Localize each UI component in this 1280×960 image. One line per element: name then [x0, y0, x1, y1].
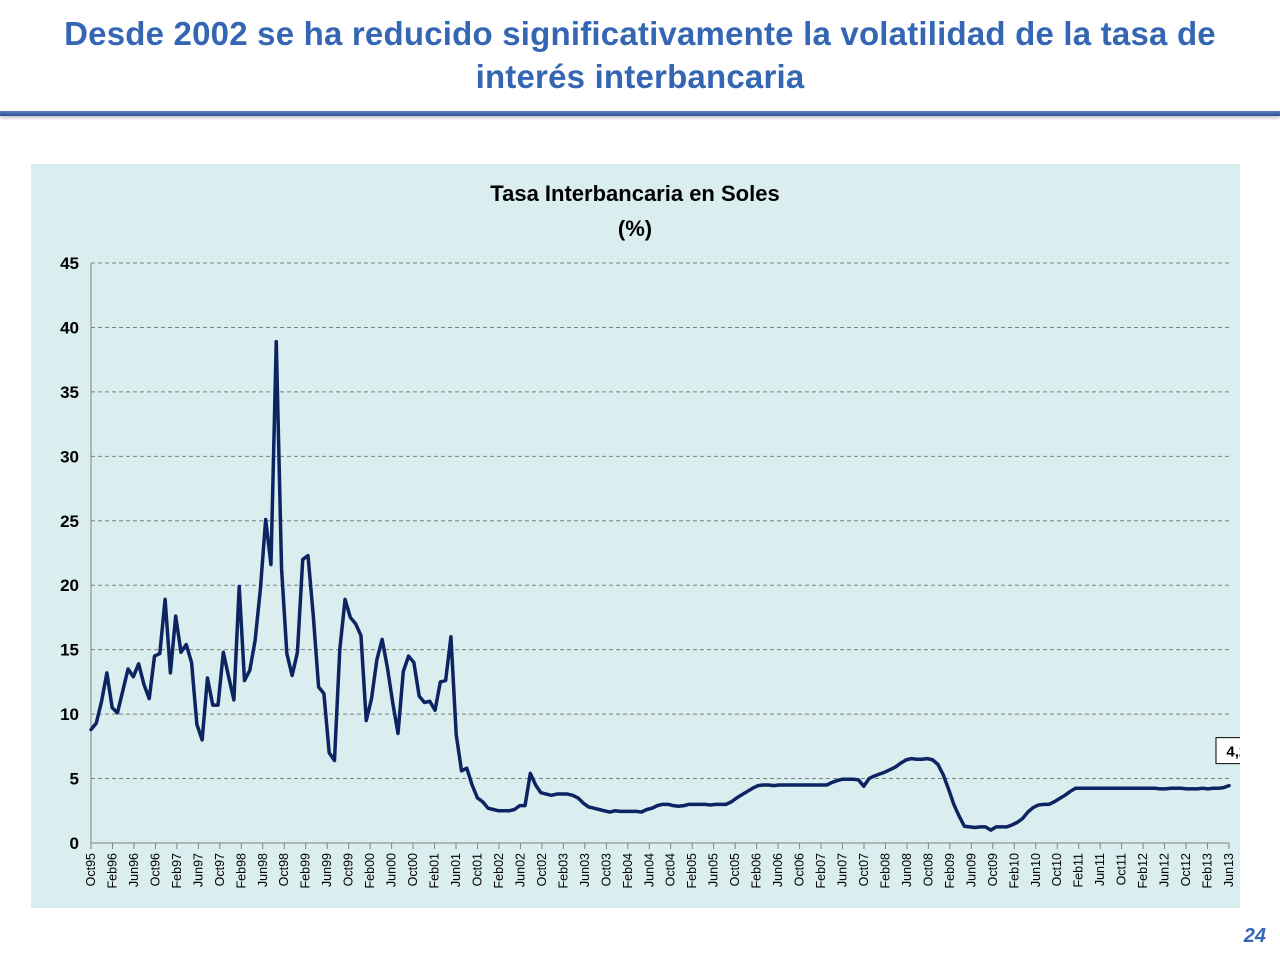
- x-tick-label-Jun09: Jun09: [964, 853, 978, 887]
- x-tick-label-Feb04: Feb04: [621, 853, 635, 888]
- x-tick-label-Oct08: Oct08: [921, 853, 935, 886]
- x-tick-label-Jun04: Jun04: [642, 853, 656, 887]
- x-tick-label-Feb97: Feb97: [170, 853, 184, 888]
- y-tick-label-20: 20: [60, 576, 79, 595]
- y-tick-label-5: 5: [70, 770, 79, 789]
- interbank-rate-chart: Tasa Interbancaria en Soles (%) 0 5 10 15 20…: [60, 181, 1240, 889]
- x-tick-label-Feb00: Feb00: [363, 853, 377, 888]
- x-tick-label-Oct97: Oct97: [213, 853, 227, 886]
- x-tick-label-Oct99: Oct99: [342, 853, 356, 886]
- x-tick-label-Feb98: Feb98: [234, 853, 248, 888]
- x-tick-label-Feb96: Feb96: [105, 853, 119, 888]
- x-tick-label-Jun00: Jun00: [385, 853, 399, 887]
- y-tick-label-40: 40: [60, 318, 79, 337]
- x-tick-label-Oct06: Oct06: [793, 853, 807, 886]
- x-tick-label-Jun10: Jun10: [1029, 853, 1043, 887]
- page-number: 24: [1243, 925, 1266, 947]
- x-tick-label-Feb08: Feb08: [878, 853, 892, 888]
- x-tick-label-Feb99: Feb99: [299, 853, 313, 888]
- y-tick-label-30: 30: [60, 447, 79, 466]
- chart-title: Tasa Interbancaria en Soles: [490, 181, 779, 206]
- x-tick-label-Jun03: Jun03: [578, 853, 592, 887]
- x-tick-label-Feb11: Feb11: [1072, 853, 1086, 888]
- x-tick-label-Jun06: Jun06: [771, 853, 785, 887]
- x-tick-label-Feb10: Feb10: [1007, 853, 1021, 888]
- y-tick-label-15: 15: [60, 641, 79, 660]
- x-tick-label-Feb02: Feb02: [492, 853, 506, 888]
- chart-panel: Tasa Interbancaria en Soles (%) 0 5 10 15 20…: [31, 164, 1240, 908]
- title-divider: [0, 111, 1280, 116]
- x-tick-label-Jun02: Jun02: [513, 853, 527, 887]
- x-tick-label-Oct12: Oct12: [1179, 853, 1193, 886]
- series-layer: [89, 339, 1231, 832]
- y-tick-label-35: 35: [60, 383, 79, 402]
- x-tick-label-Oct04: Oct04: [664, 853, 678, 886]
- y-tick-label-0: 0: [70, 834, 79, 853]
- chart-subtitle: (%): [618, 216, 652, 241]
- gridlines: [91, 262, 1229, 780]
- x-tick-label-Feb01: Feb01: [428, 853, 442, 888]
- x-tick-label-Feb07: Feb07: [814, 853, 828, 888]
- x-tick-label-Jun99: Jun99: [320, 853, 334, 887]
- x-tick-label-Oct05: Oct05: [728, 853, 742, 886]
- data-label-box: [1215, 737, 1240, 765]
- x-tick-label-Oct03: Oct03: [599, 853, 613, 886]
- x-tick-label-Feb05: Feb05: [685, 853, 699, 888]
- x-tick-label-Oct95: Oct95: [84, 853, 98, 886]
- x-tick-label-Jun07: Jun07: [836, 853, 850, 887]
- annotations: 4,25: [1215, 737, 1240, 765]
- x-tick-label-Oct96: Oct96: [148, 853, 162, 886]
- series-line-tasa-interbancaria: [89, 339, 1231, 832]
- x-tick-label-Oct07: Oct07: [857, 853, 871, 886]
- x-tick-label-Feb13: Feb13: [1201, 853, 1215, 888]
- y-tick-label-10: 10: [60, 705, 79, 724]
- x-tick-label-Oct09: Oct09: [986, 853, 1000, 886]
- x-tick-label-Jun12: Jun12: [1158, 853, 1172, 887]
- x-tick-label-Feb09: Feb09: [943, 853, 957, 888]
- y-tick-labels: 0 5 10 15 20 25 30 35 40 45: [60, 254, 79, 853]
- x-tick-label-Oct11: Oct11: [1115, 853, 1129, 885]
- x-tick-labels: Oct95 Feb96 Jun96 Oct96 Feb97 Jun97 Oct97 Feb98…: [84, 853, 1236, 889]
- x-tick-label-Feb12: Feb12: [1136, 853, 1150, 888]
- y-tick-label-45: 45: [60, 254, 79, 273]
- x-tick-label-Jun11: Jun11: [1093, 853, 1107, 886]
- x-tick-label-Jun05: Jun05: [707, 853, 721, 887]
- x-tick-label-Oct98: Oct98: [277, 853, 291, 886]
- x-tick-label-Oct02: Oct02: [535, 853, 549, 886]
- data-label-last-value: 4,25: [1226, 744, 1240, 761]
- x-tick-label-Jun97: Jun97: [191, 853, 205, 887]
- x-tick-label-Oct00: Oct00: [406, 853, 420, 886]
- x-tick-label-Jun08: Jun08: [900, 853, 914, 887]
- x-tick-label-Jun96: Jun96: [127, 853, 141, 887]
- y-tick-label-25: 25: [60, 512, 79, 531]
- x-tick-label-Jun98: Jun98: [256, 853, 270, 887]
- slide-title: Desde 2002 se ha reducido significativam…: [64, 15, 1216, 95]
- x-tick-label-Jun01: Jun01: [449, 853, 463, 887]
- axes: [90, 263, 1230, 849]
- x-tick-label-Oct10: Oct10: [1050, 853, 1064, 886]
- x-tick-label-Jun13: Jun13: [1222, 853, 1236, 887]
- x-tick-label-Feb06: Feb06: [750, 853, 764, 888]
- x-tick-label-Feb03: Feb03: [556, 853, 570, 888]
- x-tick-label-Oct01: Oct01: [470, 853, 484, 886]
